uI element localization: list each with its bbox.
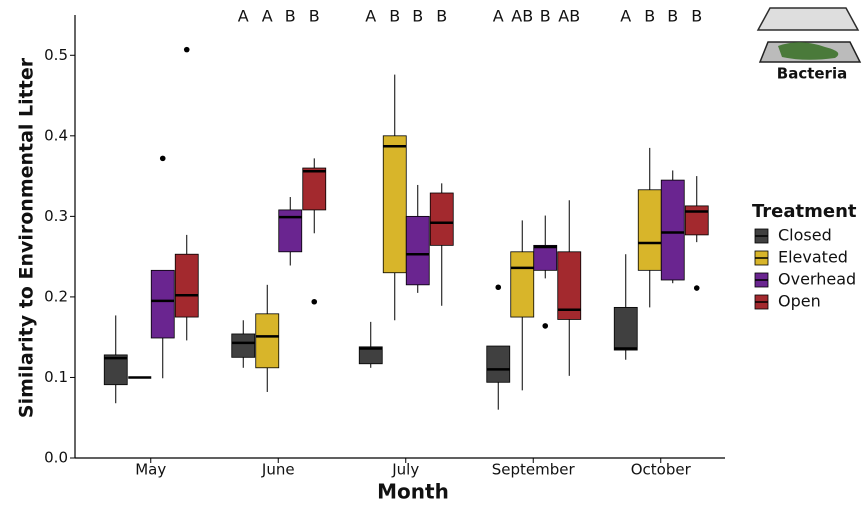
y-tick-label: 0.0 xyxy=(44,449,68,467)
box xyxy=(613,306,638,351)
box xyxy=(255,313,280,369)
group-letter: B xyxy=(412,7,423,26)
group-letter: A xyxy=(493,7,504,26)
group-letter: A xyxy=(262,7,273,26)
x-tick-label: May xyxy=(135,461,166,479)
x-axis-label: Month xyxy=(377,480,449,504)
box xyxy=(358,346,383,365)
x-tick-label: October xyxy=(631,461,692,479)
x-tick-label: July xyxy=(391,461,419,479)
y-tick-label: 0.1 xyxy=(44,368,68,386)
box xyxy=(660,179,685,281)
box xyxy=(302,167,327,211)
icon xyxy=(756,7,862,63)
group-letter: B xyxy=(540,7,551,26)
box xyxy=(382,135,407,274)
group-letter: B xyxy=(309,7,320,26)
group-letter: B xyxy=(285,7,296,26)
outlier xyxy=(183,46,190,53)
legend-label: Open xyxy=(778,292,821,311)
legend-label: Elevated xyxy=(778,248,848,267)
group-letter: A xyxy=(238,7,249,26)
box xyxy=(231,333,256,358)
group-letter: A xyxy=(365,7,376,26)
outlier xyxy=(159,155,166,162)
box xyxy=(510,251,535,318)
group-letter: B xyxy=(644,7,655,26)
group-letter: A xyxy=(620,7,631,26)
outlier xyxy=(542,323,549,329)
icon-label: Bacteria xyxy=(777,65,847,83)
group-letter: B xyxy=(691,7,702,26)
legend-label: Closed xyxy=(778,226,832,245)
y-tick-label: 0.2 xyxy=(44,287,68,305)
group-letter: B xyxy=(667,7,678,26)
box xyxy=(278,209,303,253)
outlier xyxy=(311,298,318,305)
box xyxy=(174,253,199,318)
box xyxy=(684,205,709,236)
legend-label: Overhead xyxy=(778,270,856,289)
box xyxy=(150,269,175,339)
box xyxy=(486,345,511,383)
box xyxy=(405,215,430,286)
box xyxy=(103,354,128,386)
outlier xyxy=(693,285,700,291)
group-letter: B xyxy=(436,7,447,26)
x-tick-label: September xyxy=(492,461,576,479)
legend-title: Treatment xyxy=(752,201,857,222)
box xyxy=(533,244,558,271)
outlier xyxy=(495,284,502,291)
group-letter: AB xyxy=(558,7,580,26)
group-letter: AB xyxy=(511,7,533,26)
box xyxy=(429,192,454,246)
y-tick-label: 0.4 xyxy=(44,126,68,144)
y-axis-label: Similarity to Environmental Litter xyxy=(16,57,38,418)
box xyxy=(557,251,582,320)
x-tick-label: June xyxy=(261,461,295,479)
group-letter: B xyxy=(389,7,400,26)
y-tick-label: 0.3 xyxy=(44,207,68,225)
box xyxy=(637,189,662,271)
y-tick-label: 0.5 xyxy=(44,46,68,64)
